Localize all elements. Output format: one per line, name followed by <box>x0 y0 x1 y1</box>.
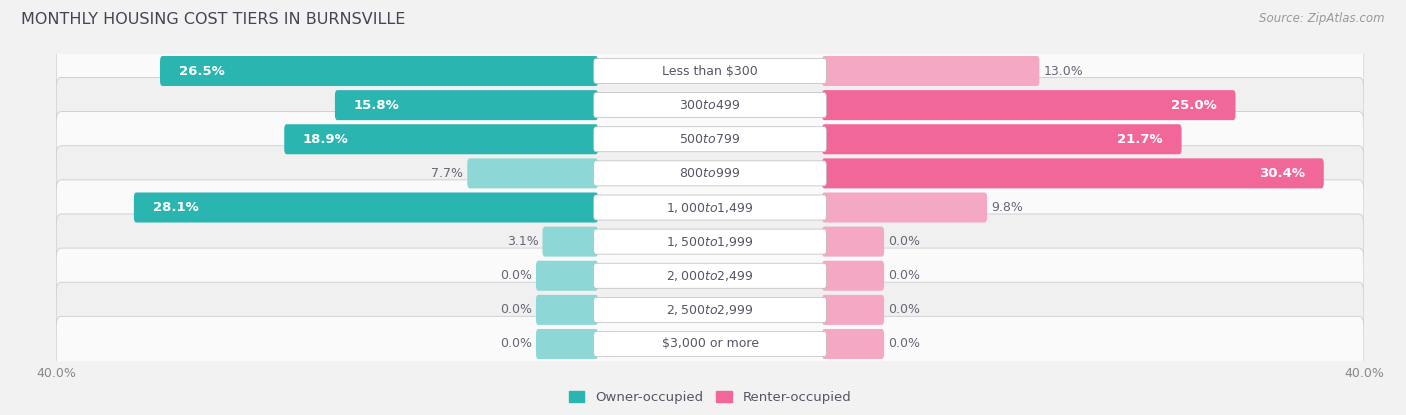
Text: Source: ZipAtlas.com: Source: ZipAtlas.com <box>1260 12 1385 25</box>
Text: $500 to $799: $500 to $799 <box>679 133 741 146</box>
Text: 0.0%: 0.0% <box>501 303 531 316</box>
Text: 26.5%: 26.5% <box>179 64 225 78</box>
FancyBboxPatch shape <box>593 161 827 186</box>
Text: 3.1%: 3.1% <box>506 235 538 248</box>
Text: 9.8%: 9.8% <box>991 201 1024 214</box>
Text: $2,000 to $2,499: $2,000 to $2,499 <box>666 269 754 283</box>
FancyBboxPatch shape <box>335 90 598 120</box>
Text: 0.0%: 0.0% <box>889 337 920 351</box>
FancyBboxPatch shape <box>823 295 884 325</box>
Text: $800 to $999: $800 to $999 <box>679 167 741 180</box>
FancyBboxPatch shape <box>823 159 1324 188</box>
FancyBboxPatch shape <box>823 193 987 222</box>
Text: 15.8%: 15.8% <box>354 99 399 112</box>
Text: 0.0%: 0.0% <box>889 303 920 316</box>
FancyBboxPatch shape <box>536 329 598 359</box>
Text: 30.4%: 30.4% <box>1258 167 1305 180</box>
FancyBboxPatch shape <box>543 227 598 256</box>
FancyBboxPatch shape <box>823 329 884 359</box>
Text: 0.0%: 0.0% <box>889 269 920 282</box>
Text: 0.0%: 0.0% <box>501 269 531 282</box>
FancyBboxPatch shape <box>284 124 598 154</box>
Text: $1,000 to $1,499: $1,000 to $1,499 <box>666 200 754 215</box>
FancyBboxPatch shape <box>593 263 827 288</box>
FancyBboxPatch shape <box>823 90 1236 120</box>
FancyBboxPatch shape <box>56 248 1364 303</box>
Text: 25.0%: 25.0% <box>1171 99 1216 112</box>
FancyBboxPatch shape <box>56 112 1364 167</box>
FancyBboxPatch shape <box>593 59 827 83</box>
Legend: Owner-occupied, Renter-occupied: Owner-occupied, Renter-occupied <box>568 391 852 404</box>
Text: 7.7%: 7.7% <box>432 167 463 180</box>
FancyBboxPatch shape <box>823 227 884 256</box>
FancyBboxPatch shape <box>593 332 827 356</box>
FancyBboxPatch shape <box>593 127 827 152</box>
Text: $3,000 or more: $3,000 or more <box>662 337 758 351</box>
FancyBboxPatch shape <box>56 180 1364 235</box>
FancyBboxPatch shape <box>56 282 1364 337</box>
FancyBboxPatch shape <box>593 229 827 254</box>
FancyBboxPatch shape <box>593 298 827 322</box>
Text: 21.7%: 21.7% <box>1118 133 1163 146</box>
Text: $2,500 to $2,999: $2,500 to $2,999 <box>666 303 754 317</box>
Text: MONTHLY HOUSING COST TIERS IN BURNSVILLE: MONTHLY HOUSING COST TIERS IN BURNSVILLE <box>21 12 405 27</box>
FancyBboxPatch shape <box>160 56 598 86</box>
Text: $1,500 to $1,999: $1,500 to $1,999 <box>666 234 754 249</box>
FancyBboxPatch shape <box>56 146 1364 201</box>
Text: 28.1%: 28.1% <box>153 201 198 214</box>
FancyBboxPatch shape <box>56 78 1364 133</box>
Text: 0.0%: 0.0% <box>889 235 920 248</box>
FancyBboxPatch shape <box>536 261 598 291</box>
FancyBboxPatch shape <box>56 214 1364 269</box>
Text: Less than $300: Less than $300 <box>662 64 758 78</box>
Text: 13.0%: 13.0% <box>1043 64 1083 78</box>
FancyBboxPatch shape <box>823 56 1039 86</box>
FancyBboxPatch shape <box>536 295 598 325</box>
FancyBboxPatch shape <box>823 124 1181 154</box>
FancyBboxPatch shape <box>56 316 1364 372</box>
FancyBboxPatch shape <box>467 159 598 188</box>
Text: 0.0%: 0.0% <box>501 337 531 351</box>
FancyBboxPatch shape <box>56 43 1364 99</box>
Text: $300 to $499: $300 to $499 <box>679 99 741 112</box>
FancyBboxPatch shape <box>593 93 827 117</box>
Text: 18.9%: 18.9% <box>304 133 349 146</box>
FancyBboxPatch shape <box>593 195 827 220</box>
FancyBboxPatch shape <box>823 261 884 291</box>
FancyBboxPatch shape <box>134 193 598 222</box>
